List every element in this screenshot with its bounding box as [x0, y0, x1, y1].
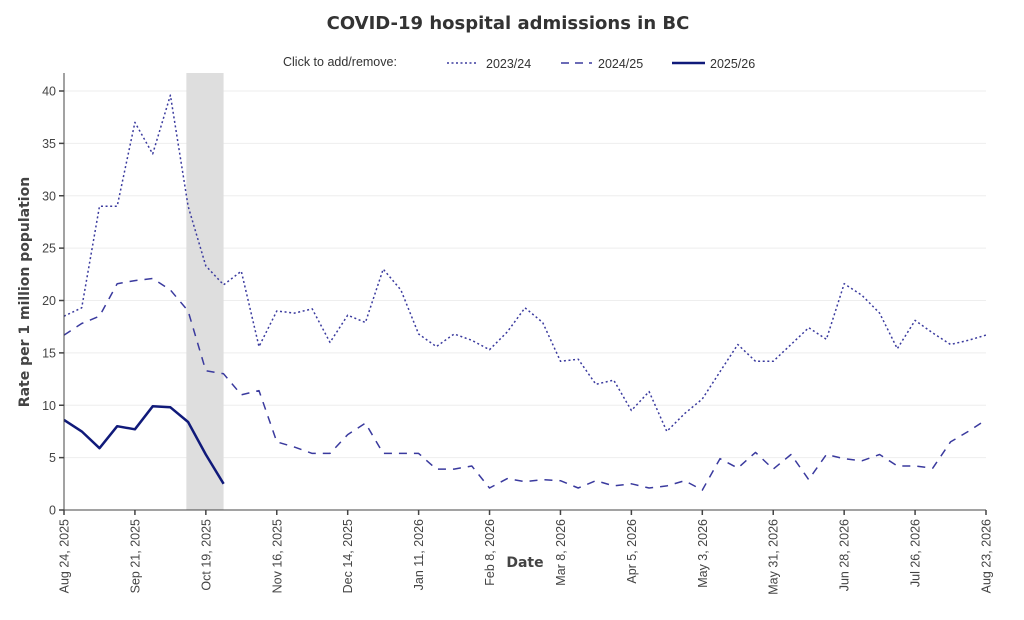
x-tick-label: Mar 8, 2026: [554, 519, 568, 586]
y-tick-label: 15: [42, 346, 56, 360]
series-line-2025-26: [63, 405, 225, 485]
x-ticks: Aug 24, 2025 Sep 21, 2025 Oct 19, 2025 Nov …: [58, 510, 994, 595]
x-tick-label: Apr 5, 2026: [625, 519, 639, 584]
x-tick-label: Jul 26, 2026: [909, 519, 923, 587]
x-tick-label: Oct 19, 2025: [199, 519, 213, 591]
y-ticks: 0 5 10 15 20 25 30 35 40: [42, 85, 64, 518]
x-tick-label: May 31, 2026: [767, 519, 781, 595]
x-axis-title: Date: [506, 555, 543, 571]
x-tick-label: Feb 8, 2026: [483, 519, 497, 586]
legend-label: 2024/25: [598, 57, 643, 71]
y-tick-label: 40: [42, 85, 56, 99]
series-line-2023-24: [63, 94, 987, 433]
chart-title: COVID-19 hospital admissions in BC: [327, 13, 690, 34]
legend: Click to add/remove: 2023/24 2024/25 202…: [283, 55, 755, 71]
legend-label: 2023/24: [486, 57, 531, 71]
y-tick-label: 0: [49, 504, 56, 518]
legend-item-2025-26[interactable]: 2025/26: [672, 57, 755, 71]
shaded-period: [186, 73, 224, 510]
y-tick-label: 20: [42, 294, 56, 308]
x-tick-label: Nov 16, 2025: [270, 519, 284, 593]
x-tick-label: Aug 24, 2025: [58, 519, 72, 593]
y-tick-label: 35: [42, 137, 56, 151]
x-tick-label: May 3, 2026: [696, 519, 710, 588]
legend-item-2023-24[interactable]: 2023/24: [447, 57, 531, 71]
x-tick-label: Sep 21, 2025: [128, 519, 142, 593]
y-tick-label: 30: [42, 189, 56, 203]
legend-label: 2025/26: [710, 57, 755, 71]
legend-prompt: Click to add/remove:: [283, 55, 397, 69]
y-tick-label: 25: [42, 242, 56, 256]
y-tick-label: 5: [49, 451, 56, 465]
x-tick-label: Aug 23, 2026: [980, 519, 994, 593]
legend-item-2024-25[interactable]: 2024/25: [561, 57, 643, 71]
x-tick-label: Jan 11, 2026: [412, 519, 426, 590]
y-tick-label: 10: [42, 399, 56, 413]
series-group: [63, 94, 987, 491]
x-tick-label: Dec 14, 2025: [341, 519, 355, 593]
y-axis-title: Rate per 1 million population: [17, 177, 33, 407]
series-line-2024-25: [63, 277, 987, 491]
x-tick-label: Jun 28, 2026: [838, 519, 852, 591]
